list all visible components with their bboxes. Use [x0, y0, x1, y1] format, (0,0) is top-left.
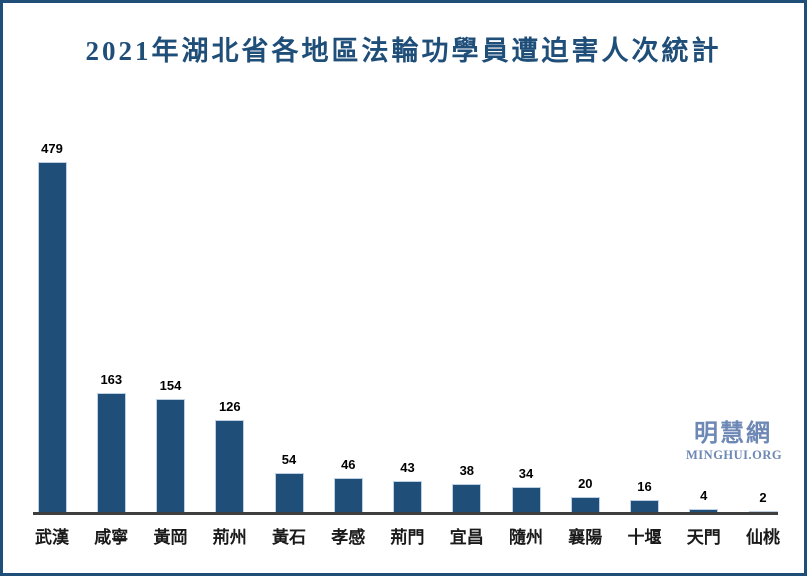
value-label: 16 — [637, 479, 652, 494]
bar — [689, 509, 719, 512]
category-label: 武漢 — [35, 528, 69, 547]
value-label: 46 — [341, 457, 356, 472]
bar — [748, 511, 778, 512]
bar — [511, 487, 541, 512]
value-label: 54 — [281, 452, 297, 467]
bar — [215, 420, 245, 512]
value-label: 126 — [218, 399, 241, 414]
bar — [393, 481, 422, 512]
category-label: 十堰 — [627, 528, 662, 547]
value-label: 154 — [159, 378, 182, 393]
category-label: 仙桃 — [746, 528, 780, 547]
category-label: 黃岡 — [153, 528, 188, 547]
value-label: 20 — [578, 476, 593, 491]
value-label: 4 — [700, 488, 708, 503]
category-label: 荊州 — [212, 528, 247, 547]
value-label: 163 — [100, 372, 123, 387]
category-label: 孝感 — [331, 528, 366, 547]
value-label: 38 — [459, 463, 475, 478]
watermark: 明慧網 MINGHUI.ORG — [686, 420, 783, 462]
category-label: 咸寧 — [94, 528, 129, 547]
bar — [274, 473, 304, 512]
bar — [37, 162, 67, 512]
bar — [156, 399, 185, 512]
bar — [630, 500, 659, 512]
value-label: 34 — [518, 466, 534, 481]
minghui-logo-cjk: 明慧網 — [694, 421, 772, 447]
category-label: 隨州 — [509, 528, 543, 547]
value-label: 2 — [759, 490, 767, 505]
category-label: 黃石 — [272, 528, 306, 547]
x-axis-line — [33, 512, 778, 515]
bar — [333, 478, 363, 512]
value-label: 43 — [400, 460, 415, 475]
category-label: 天門 — [686, 528, 721, 547]
category-label: 宜昌 — [449, 528, 484, 547]
bar — [570, 497, 600, 512]
category-label: 荊門 — [390, 528, 425, 547]
category-label: 襄陽 — [568, 528, 603, 547]
bar — [96, 393, 126, 512]
bar-chart-plot: 479 武漢 163 咸寧 154 黃岡 126 荊州 54 黃石 46 孝感 43 荊門 38 宜昌 34 隨州… — [3, 3, 804, 573]
bar — [452, 484, 482, 512]
value-label: 479 — [41, 141, 63, 156]
minghui-logo-latin: MINGHUI.ORG — [686, 448, 783, 462]
chart-title: 2021年湖北省各地區法輪功學員遭迫害人次統計 — [85, 36, 722, 66]
